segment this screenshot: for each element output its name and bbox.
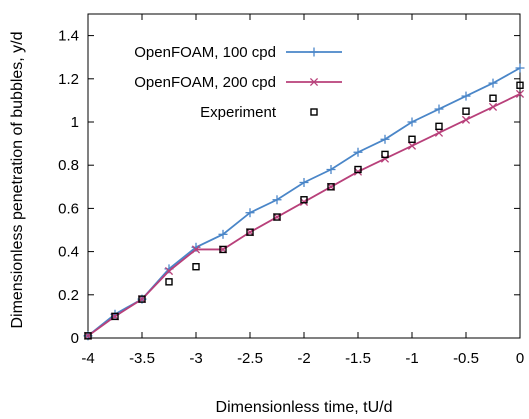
data-point-experiment [165, 278, 173, 286]
legend-marker-experiment [310, 108, 318, 116]
data-point-openfoam-100-cpd [380, 134, 390, 144]
legend-label-experiment: Experiment [200, 104, 277, 121]
x-tick-label: -1 [405, 350, 418, 367]
y-axis-label: Dimensionless penetration of bubbles, y/… [9, 31, 26, 328]
x-tick-label: -3.5 [129, 350, 155, 367]
y-tick-label: 0.6 [58, 200, 79, 217]
x-tick-label: -1.5 [345, 350, 371, 367]
x-tick-label: 0 [516, 350, 524, 367]
data-point-openfoam-100-cpd [488, 78, 498, 88]
legend-label-openfoam-200-cpd: OpenFOAM, 200 cpd [134, 74, 276, 91]
y-tick-label: 0.4 [58, 244, 79, 261]
data-point-experiment [489, 94, 497, 102]
x-tick-label: -0.5 [453, 350, 479, 367]
data-point-openfoam-100-cpd [515, 63, 525, 73]
series-layer [83, 63, 525, 341]
data-point-experiment [516, 81, 524, 89]
data-point-experiment [327, 183, 335, 191]
x-tick-label: -2 [297, 350, 310, 367]
data-point-experiment [435, 122, 443, 131]
data-point-experiment [219, 245, 227, 254]
data-point-openfoam-200-cpd [191, 245, 201, 254]
data-point-openfoam-100-cpd [218, 229, 228, 239]
y-tick-label: 0.8 [58, 157, 79, 174]
data-point-openfoam-200-cpd [488, 102, 498, 111]
x-tick-label: -4 [81, 350, 94, 367]
data-point-openfoam-100-cpd [434, 104, 444, 114]
plot-border [87, 13, 521, 339]
series-line-openfoam-200-cpd [87, 93, 521, 337]
data-point-openfoam-200-cpd [461, 115, 471, 124]
y-tick-label: 1.2 [58, 71, 79, 88]
y-tick-label: 0 [71, 330, 79, 347]
data-point-openfoam-100-cpd [407, 117, 417, 127]
legend-marker-openfoam-100-cpd [309, 47, 319, 57]
y-tick-label: 1.4 [58, 28, 79, 45]
y-axis-ticks: 0 0.2 0.4 0.6 0.8 1 1.2 1.4 [58, 28, 520, 347]
data-point-experiment [300, 196, 308, 204]
data-point-openfoam-100-cpd [245, 208, 255, 218]
x-tick-label: -2.5 [237, 350, 263, 367]
x-axis-label: Dimensionless time, tU/d [216, 399, 393, 416]
data-point-openfoam-200-cpd [515, 89, 525, 98]
data-point-experiment [246, 228, 254, 236]
plot-frame [87, 13, 521, 339]
x-axis-ticks: -4 -3.5 -3 -2.5 -2 -1.5 -1 -0.5 0 [81, 14, 524, 367]
y-tick-label: 1 [71, 114, 79, 131]
data-point-experiment [408, 135, 416, 143]
data-point-experiment [381, 150, 389, 159]
data-point-experiment [138, 295, 146, 303]
series-openfoam-200-cpd [83, 89, 525, 340]
data-point-openfoam-100-cpd [272, 195, 282, 205]
legend-label-openfoam-100-cpd: OpenFOAM, 100 cpd [134, 44, 276, 61]
data-point-openfoam-200-cpd [407, 141, 417, 150]
data-point-openfoam-200-cpd [164, 266, 174, 276]
legend: OpenFOAM, 100 cpd OpenFOAM, 200 cpd Experi… [134, 44, 342, 121]
data-point-openfoam-100-cpd [353, 147, 363, 157]
legend-marker-openfoam-200-cpd [309, 77, 319, 87]
data-point-openfoam-100-cpd [461, 91, 471, 101]
data-point-openfoam-100-cpd [299, 177, 309, 187]
data-point-openfoam-100-cpd [326, 165, 336, 175]
data-point-experiment [354, 165, 362, 174]
data-point-experiment [192, 263, 200, 271]
series-experiment [84, 81, 524, 340]
data-point-experiment [273, 213, 281, 221]
data-point-openfoam-200-cpd [434, 128, 444, 137]
data-point-experiment [84, 332, 92, 340]
data-point-experiment [111, 312, 119, 321]
data-point-experiment [462, 107, 470, 115]
x-tick-label: -3 [189, 350, 202, 367]
y-tick-label: 0.2 [58, 287, 79, 304]
